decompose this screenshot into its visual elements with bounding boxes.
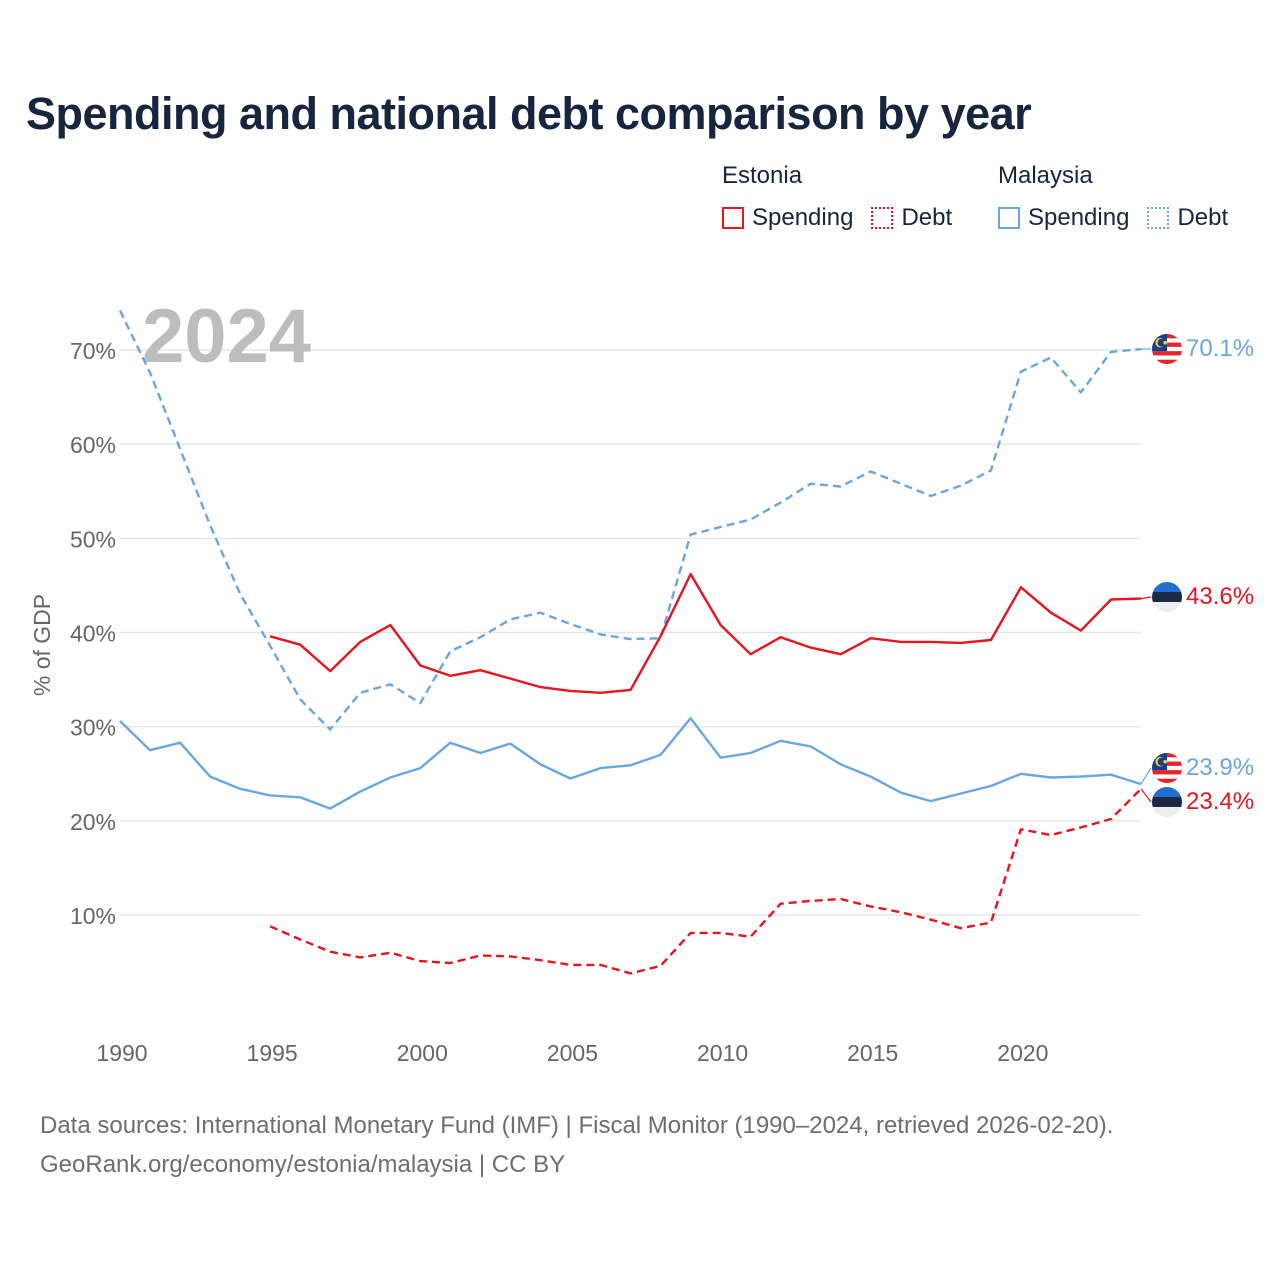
y-tick-label: 30% <box>70 715 116 741</box>
legend-label-estonia-debt: Debt <box>901 204 953 231</box>
end-value-label: 23.9% <box>1186 754 1254 781</box>
legend-group-estonia: Estonia Spending Debt <box>722 162 970 232</box>
end-connector <box>1140 596 1152 600</box>
footer: Data sources: International Monetary Fun… <box>40 1106 1113 1184</box>
y-tick-label: 20% <box>70 809 116 835</box>
legend-item-estonia-spending[interactable]: Spending <box>722 204 853 232</box>
legend-label-malaysia-debt: Debt <box>1177 204 1229 231</box>
x-tick-label: 2020 <box>997 1040 1048 1066</box>
footer-credit: GeoRank.org/economy/estonia/malaysia | C… <box>40 1151 566 1178</box>
y-tick-label: 70% <box>70 338 116 364</box>
series-line-malaysia-debt <box>118 309 1142 731</box>
x-tick-label: 2005 <box>547 1040 598 1066</box>
legend-item-malaysia-spending[interactable]: Spending <box>998 204 1129 232</box>
y-tick-label: 40% <box>70 621 116 647</box>
year-watermark: 2024 <box>142 294 311 379</box>
y-tick-label: 50% <box>70 526 116 552</box>
end-value-label: 70.1% <box>1186 335 1254 362</box>
legend-item-malaysia-debt[interactable]: Debt <box>1147 204 1228 232</box>
series-line-estonia-debt <box>269 787 1142 975</box>
series-line-malaysia-spending <box>119 717 1142 810</box>
legend-item-estonia-debt[interactable]: Debt <box>871 204 952 232</box>
end-value-label: 23.4% <box>1186 788 1254 815</box>
x-tick-label: 2000 <box>397 1040 448 1066</box>
legend-swatch-estonia-debt <box>871 207 894 229</box>
end-connector <box>1140 767 1152 785</box>
legend-group-malaysia: Malaysia Spending Debt <box>998 162 1228 232</box>
malaysia-flag-icon <box>1152 334 1182 364</box>
line-chart: 10% 20% 30% 40% 50% 60% 70% % of GDP 1990 1995 200… <box>29 294 1254 1066</box>
x-tick-label: 1995 <box>247 1040 298 1066</box>
series-line-estonia-spending <box>269 572 1142 694</box>
chart-title: Spending and national debt comparison by… <box>26 88 1032 139</box>
legend-swatch-malaysia-spending <box>998 207 1020 229</box>
legend-label-estonia-spending: Spending <box>752 204 854 231</box>
legend-country-malaysia: Malaysia <box>998 162 1093 189</box>
malaysia-flag-icon <box>1152 753 1182 783</box>
end-value-label: 43.6% <box>1186 583 1254 610</box>
estonia-flag-icon <box>1152 582 1182 612</box>
end-connector <box>1140 788 1152 803</box>
x-tick-label: 1990 <box>96 1040 147 1066</box>
x-tick-label: 2015 <box>847 1040 898 1066</box>
x-tick-label: 2010 <box>697 1040 748 1066</box>
legend-swatch-malaysia-debt <box>1147 207 1170 229</box>
y-axis-label: % of GDP <box>29 594 55 696</box>
legend-label-malaysia-spending: Spending <box>1028 204 1130 231</box>
legend-swatch-estonia-spending <box>722 207 744 229</box>
legend-country-estonia: Estonia <box>722 162 803 189</box>
estonia-flag-icon <box>1152 787 1182 817</box>
y-tick-label: 60% <box>70 432 116 458</box>
y-tick-label: 10% <box>70 903 116 929</box>
footer-source: Data sources: International Monetary Fun… <box>40 1112 1114 1139</box>
